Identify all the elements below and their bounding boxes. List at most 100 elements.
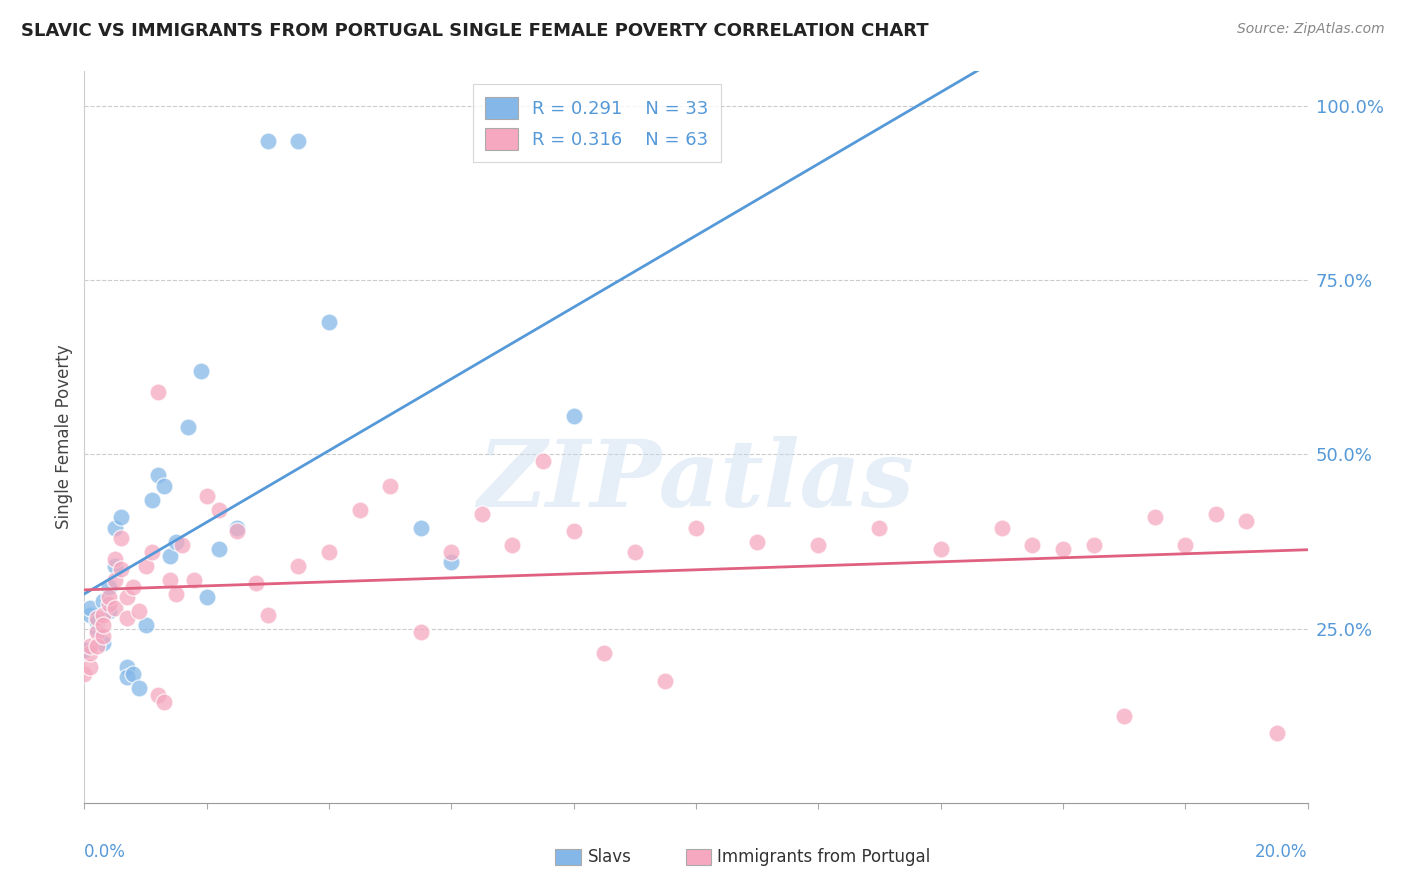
Point — [1174, 538, 1197, 552]
Point — [318, 545, 340, 559]
Point — [122, 667, 145, 681]
Point — [1143, 510, 1166, 524]
Point — [440, 545, 463, 559]
Point — [91, 635, 114, 649]
Point — [172, 538, 194, 552]
Point — [97, 597, 120, 611]
Point — [110, 510, 132, 524]
Point — [287, 134, 309, 148]
Point — [91, 594, 114, 608]
Text: 20.0%: 20.0% — [1256, 843, 1308, 861]
Point — [190, 364, 212, 378]
Point — [287, 558, 309, 573]
Point — [146, 468, 169, 483]
Point — [115, 660, 138, 674]
Point — [654, 673, 676, 688]
Point — [91, 607, 114, 622]
Point — [208, 541, 231, 556]
Point — [562, 409, 585, 424]
Point — [226, 521, 249, 535]
Point — [409, 521, 432, 535]
Point — [318, 315, 340, 329]
Point — [110, 531, 132, 545]
Point — [141, 545, 163, 559]
Point — [146, 384, 169, 399]
Point — [195, 591, 218, 605]
Point — [153, 479, 176, 493]
Point — [104, 558, 127, 573]
Point — [128, 681, 150, 695]
Point — [165, 534, 187, 549]
Point — [685, 521, 707, 535]
Point — [440, 556, 463, 570]
Point — [929, 541, 952, 556]
Point — [115, 591, 138, 605]
Point — [79, 646, 101, 660]
Point — [807, 538, 830, 552]
Point — [153, 695, 176, 709]
Point — [502, 538, 524, 552]
Point — [1236, 514, 1258, 528]
Point — [73, 642, 96, 657]
Point — [79, 660, 101, 674]
Point — [91, 629, 114, 643]
Point — [1205, 507, 1227, 521]
Text: ZIPatlas: ZIPatlas — [478, 436, 914, 526]
Point — [79, 639, 101, 653]
Point — [141, 492, 163, 507]
Point — [245, 576, 267, 591]
Point — [991, 521, 1014, 535]
Point — [79, 607, 101, 622]
Point — [115, 611, 138, 625]
Text: 0.0%: 0.0% — [84, 843, 127, 861]
Point — [409, 625, 432, 640]
Point — [97, 604, 120, 618]
Point — [97, 591, 120, 605]
Point — [869, 521, 891, 535]
Point — [183, 573, 205, 587]
Point — [86, 622, 108, 636]
Point — [593, 646, 616, 660]
Point — [562, 524, 585, 538]
Text: Source: ZipAtlas.com: Source: ZipAtlas.com — [1237, 22, 1385, 37]
Point — [257, 134, 280, 148]
Point — [146, 688, 169, 702]
Point — [1114, 708, 1136, 723]
Point — [208, 503, 231, 517]
Point — [86, 639, 108, 653]
Point — [226, 524, 249, 538]
Point — [91, 618, 114, 632]
Point — [97, 580, 120, 594]
Point — [257, 607, 280, 622]
Point — [1265, 726, 1288, 740]
Point — [135, 558, 157, 573]
Point — [86, 615, 108, 629]
Point — [135, 618, 157, 632]
Point — [380, 479, 402, 493]
Point — [747, 534, 769, 549]
Point — [624, 545, 647, 559]
Point — [177, 419, 200, 434]
Point — [104, 552, 127, 566]
Point — [122, 580, 145, 594]
Text: SLAVIC VS IMMIGRANTS FROM PORTUGAL SINGLE FEMALE POVERTY CORRELATION CHART: SLAVIC VS IMMIGRANTS FROM PORTUGAL SINGL… — [21, 22, 929, 40]
Point — [1052, 541, 1074, 556]
Point — [115, 670, 138, 684]
Point — [1083, 538, 1105, 552]
Point — [86, 611, 108, 625]
Point — [104, 573, 127, 587]
Point — [86, 625, 108, 640]
Text: Slavs: Slavs — [588, 848, 631, 866]
Point — [195, 489, 218, 503]
Point — [104, 521, 127, 535]
Point — [165, 587, 187, 601]
Point — [73, 667, 96, 681]
Text: Immigrants from Portugal: Immigrants from Portugal — [717, 848, 931, 866]
Point — [104, 600, 127, 615]
Point — [349, 503, 371, 517]
Point — [110, 562, 132, 576]
Point — [1021, 538, 1043, 552]
Y-axis label: Single Female Poverty: Single Female Poverty — [55, 345, 73, 529]
Point — [159, 549, 181, 563]
Point — [531, 454, 554, 468]
